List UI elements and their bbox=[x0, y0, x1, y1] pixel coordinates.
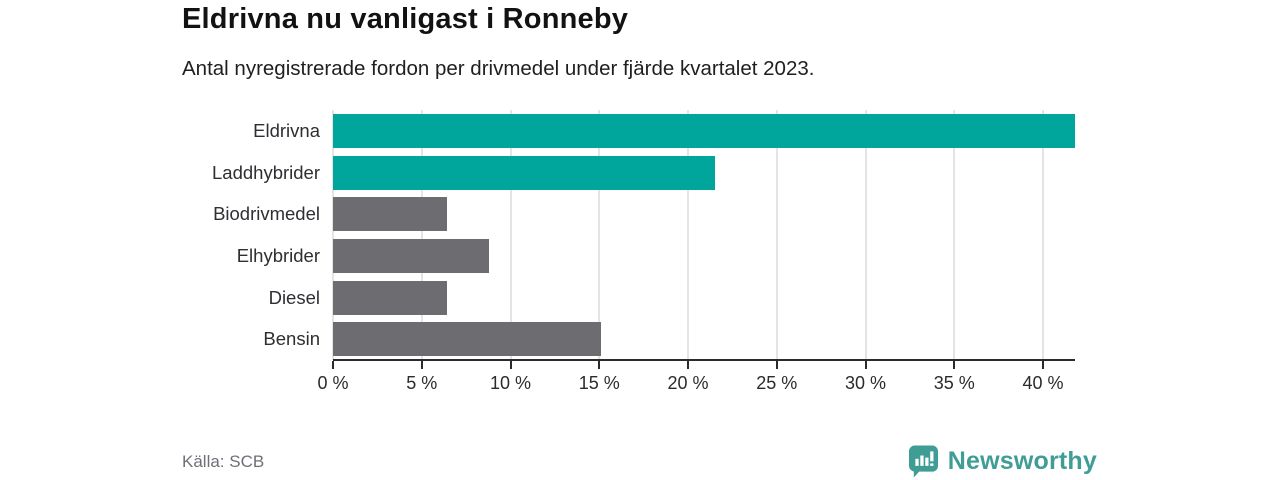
x-axis-tick bbox=[420, 361, 423, 369]
bar-biodrivmedel bbox=[333, 197, 447, 232]
bar-elhybrider bbox=[333, 238, 490, 273]
x-axis-tick-label: 30 % bbox=[845, 373, 887, 393]
gridline bbox=[775, 110, 778, 360]
x-axis-tick-label: 25 % bbox=[756, 373, 798, 393]
bar-diesel bbox=[333, 280, 447, 315]
bar-laddhybrider bbox=[333, 155, 715, 190]
bar-bensin bbox=[333, 322, 602, 357]
category-label: Diesel bbox=[268, 286, 320, 308]
x-axis-tick-label: 35 % bbox=[933, 373, 975, 393]
x-axis-tick bbox=[1042, 361, 1045, 369]
gridline bbox=[420, 110, 423, 360]
gridline bbox=[953, 110, 956, 360]
plot-area: 0 % 5 % 10 % 15 % 20 % 25 % 30 % 35 % 40 % bbox=[317, 110, 1075, 393]
source-note: Källa: SCB bbox=[182, 452, 265, 471]
bar-eldrivna bbox=[333, 113, 1075, 148]
category-label: Bensin bbox=[263, 328, 320, 350]
x-axis-tick-label: 15 % bbox=[578, 373, 620, 393]
x-axis-tick bbox=[509, 361, 512, 369]
category-label: Elhybrider bbox=[236, 244, 320, 266]
category-label: Laddhybrider bbox=[212, 161, 320, 183]
gridline bbox=[509, 110, 512, 360]
x-axis-tick bbox=[864, 361, 867, 369]
category-label: Biodrivmedel bbox=[213, 203, 320, 225]
category-labels: Eldrivna Laddhybrider Biodrivmedel Elhybrid… bbox=[0, 110, 320, 360]
newsworthy-wordmark: Newsworthy bbox=[947, 447, 1097, 475]
chart-subtitle: Antal nyregistrerade fordon per drivmede… bbox=[182, 57, 815, 80]
gridline bbox=[687, 110, 690, 360]
x-axis-tick bbox=[775, 361, 778, 369]
gridline bbox=[1042, 110, 1045, 360]
gridline bbox=[332, 110, 334, 360]
x-axis-tick bbox=[332, 361, 334, 369]
category-label: Eldrivna bbox=[253, 119, 320, 141]
x-axis-tick bbox=[687, 361, 690, 369]
x-axis-tick-label: 40 % bbox=[1022, 373, 1064, 393]
bar-chart-speech-bubble-icon bbox=[908, 445, 938, 478]
x-axis-tick-label: 20 % bbox=[667, 373, 709, 393]
gridline bbox=[598, 110, 601, 360]
x-axis-tick-label: 5 % bbox=[406, 373, 438, 393]
x-axis-tick-label: 10 % bbox=[489, 373, 532, 393]
x-axis-tick bbox=[598, 361, 601, 369]
gridline bbox=[864, 110, 867, 360]
chart-title: Eldrivna nu vanligast i Ronneby bbox=[182, 3, 629, 35]
newsworthy-logo: Newsworthy bbox=[908, 445, 1097, 478]
x-axis-line bbox=[333, 359, 1075, 361]
x-axis-tick bbox=[953, 361, 956, 369]
x-axis-tick-label: 0 % bbox=[317, 373, 349, 393]
